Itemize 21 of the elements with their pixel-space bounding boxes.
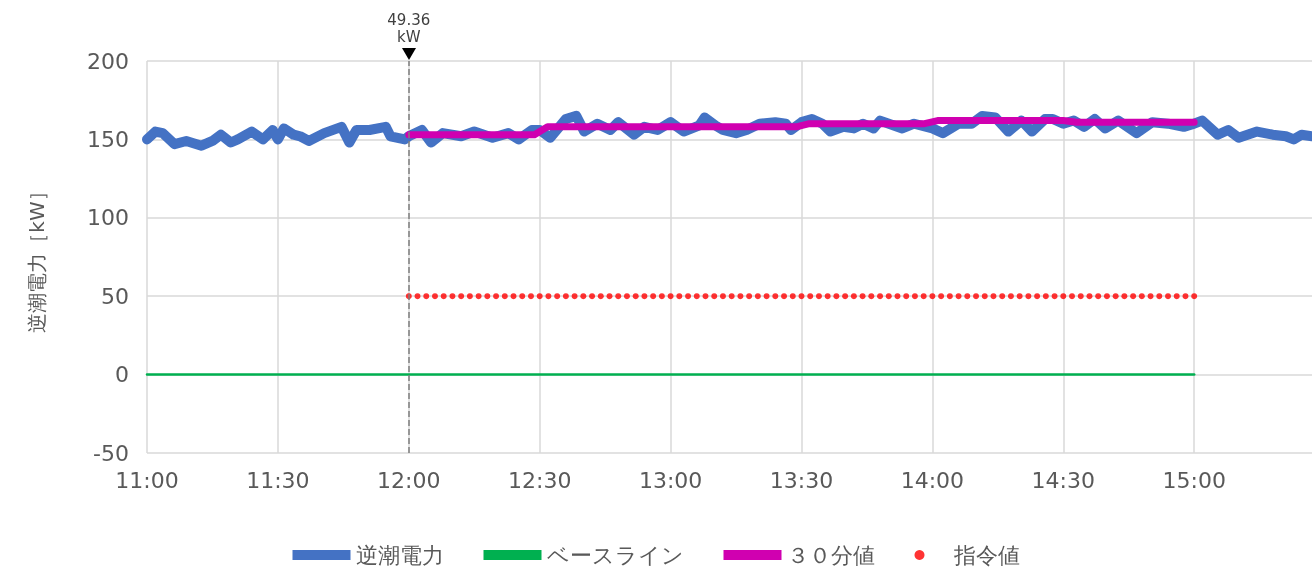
y-tick-label: 50 [101, 283, 129, 309]
legend-label: 逆潮電力 [355, 542, 444, 568]
x-tick-label: 14:30 [1031, 467, 1095, 493]
y-tick-label: 200 [87, 48, 129, 74]
x-tick-label: 13:00 [638, 467, 703, 493]
x-tick-label: 15:00 [1162, 467, 1226, 493]
legend-label: ベースライン [546, 542, 684, 568]
y-tick-label: 100 [87, 205, 129, 231]
legend-label: 指令値 [952, 542, 1020, 568]
x-tick-label: 13:30 [769, 467, 834, 493]
y-axis-title: 逆潮電力［kW］ [25, 181, 49, 333]
ref-line-label: 49.36 kW [387, 10, 431, 46]
y-tick-label: 0 [115, 362, 129, 388]
legend-label: ３０分値 [786, 542, 875, 568]
x-tick-label: 12:30 [507, 467, 572, 493]
x-tick-label: 12:00 [377, 467, 441, 493]
x-tick-label: 11:30 [246, 467, 310, 493]
x-tick-label: 14:00 [900, 467, 965, 493]
y-tick-label: 150 [87, 126, 129, 152]
x-tick-label: 11:00 [115, 467, 179, 493]
y-tick-label: -50 [93, 440, 129, 466]
